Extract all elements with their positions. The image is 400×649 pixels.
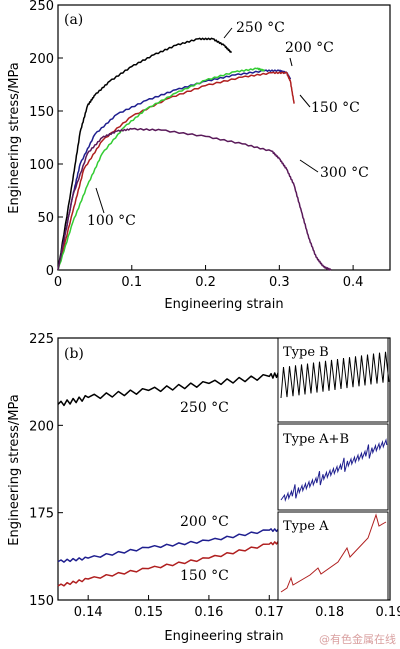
x-tick-label: 0.4 <box>343 275 364 290</box>
series-line-200-c <box>57 528 288 563</box>
annotation-leader <box>289 57 293 67</box>
y-tick-label: 200 <box>29 52 54 67</box>
panel-a-x-axis-label: Engineering strain <box>164 297 283 312</box>
watermark: @有色金属在线 <box>319 632 396 646</box>
series-line-250-c <box>57 37 233 271</box>
panel-b-label: (b) <box>64 346 84 362</box>
series-line-250-c <box>57 370 288 407</box>
panel-a-label: (a) <box>64 12 83 28</box>
panel-b-frame <box>57 337 391 601</box>
series-line-100-c <box>57 67 266 271</box>
annotation-200C-a: 200 °C <box>285 40 334 56</box>
panel-b-x-ticks: 0.14 0.15 0.16 0.17 0.18 0.19 <box>74 595 400 620</box>
panel-b: 0.14 0.15 0.16 0.17 0.18 0.19 150 175 200 225 (b… <box>7 332 400 644</box>
x-tick-label: 0.18 <box>315 605 344 620</box>
y-tick-label: 175 <box>29 507 54 522</box>
panel-b-y-ticks: 150 175 200 225 <box>29 332 63 609</box>
inset-type-a: Type A <box>277 511 389 601</box>
inset-type-a-frame <box>277 511 389 601</box>
y-tick-label: 150 <box>29 105 54 120</box>
annotation-250C-b: 250 °C <box>180 400 229 416</box>
annotation-leader <box>223 27 233 39</box>
inset-type-a-label: Type A <box>283 519 329 534</box>
annotation-leader <box>95 187 105 214</box>
panel-b-y-axis-label: Engineering stress/MPa <box>7 394 22 545</box>
annotation-100C-a: 100 °C <box>87 213 136 229</box>
inset-type-ab: Type A+B <box>277 423 389 511</box>
annotation-200C-b: 200 °C <box>180 514 229 530</box>
x-tick-label: 0.15 <box>134 605 163 620</box>
inset-type-a-curve <box>280 513 387 593</box>
panel-a-series-lines <box>57 27 332 271</box>
y-tick-label: 225 <box>29 332 54 347</box>
series-line-200-c <box>57 69 292 271</box>
x-tick-label: 0.16 <box>194 605 223 620</box>
inset-type-b-frame <box>277 337 389 423</box>
series-line-300-c <box>57 127 332 271</box>
series-line-150-c <box>57 539 288 587</box>
y-tick-label: 200 <box>29 419 54 434</box>
annotation-leader <box>299 159 319 173</box>
inset-type-b-label: Type B <box>283 345 329 360</box>
x-tick-label: 0.17 <box>255 605 284 620</box>
y-tick-label: 50 <box>37 211 54 226</box>
x-tick-label: 0.14 <box>74 605 103 620</box>
panel-b-x-axis-label: Engineering strain <box>164 629 283 644</box>
inset-type-ab-curve <box>280 438 388 502</box>
inset-type-b-curve <box>280 351 390 399</box>
inset-type-ab-label: Type A+B <box>283 432 349 447</box>
panel-a-y-ticks: 0 50 100 150 200 250 <box>29 0 63 279</box>
annotation-300C-a: 300 °C <box>320 165 369 181</box>
x-tick-label: 0.19 <box>376 605 400 620</box>
y-tick-label: 250 <box>29 0 54 14</box>
y-tick-label: 100 <box>29 158 54 173</box>
panel-a-y-axis-label: Engineering stress/MPa <box>7 62 22 213</box>
inset-type-b: Type B <box>277 337 390 423</box>
panel-b-series-lines <box>57 370 288 587</box>
series-line-150-c <box>57 71 295 271</box>
y-tick-label: 150 <box>29 594 54 609</box>
y-tick-label: 0 <box>46 264 54 279</box>
panel-a-frame <box>57 4 391 271</box>
annotation-150C-b: 150 °C <box>180 568 229 584</box>
panel-a: 0 0.1 0.2 0.3 0.4 0 50 100 150 200 250 (a) 250 °C… <box>7 0 391 312</box>
x-tick-label: 0.3 <box>269 275 290 290</box>
x-tick-label: 0.1 <box>121 275 142 290</box>
panel-a-x-ticks: 0 0.1 0.2 0.3 0.4 <box>54 265 364 290</box>
x-tick-label: 0 <box>54 275 62 290</box>
annotation-250C-a: 250 °C <box>236 20 285 36</box>
annotation-150C-a: 150 °C <box>311 100 360 116</box>
annotation-leader <box>299 94 311 108</box>
x-tick-label: 0.2 <box>195 275 216 290</box>
